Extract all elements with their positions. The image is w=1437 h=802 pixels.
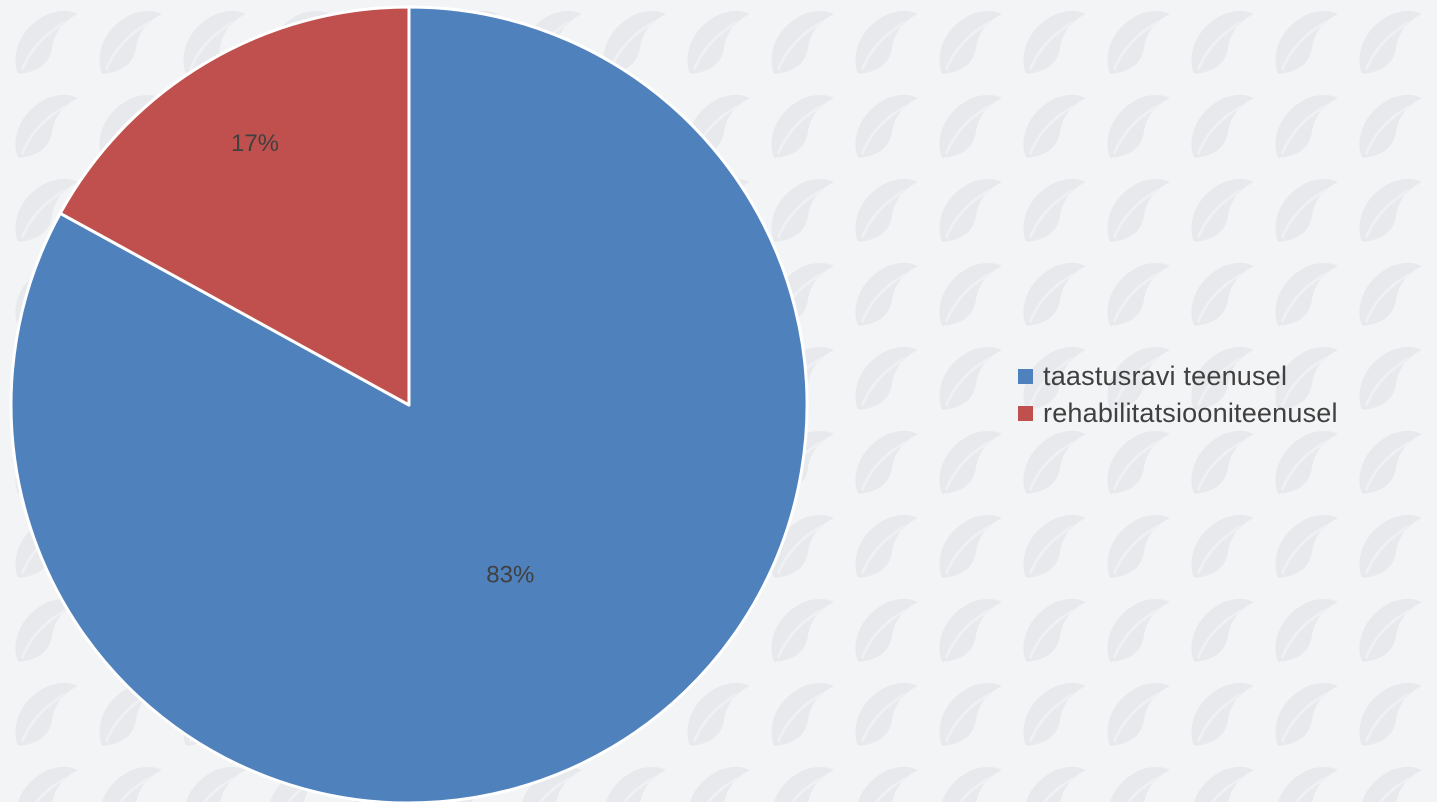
pie-slice-taastusravi — [9, 5, 809, 802]
legend-label: rehabilitatsiooniteenusel — [1043, 398, 1338, 428]
legend-swatch-blue — [1018, 369, 1033, 384]
pie-slices — [9, 5, 809, 802]
legend-swatch-red — [1018, 406, 1033, 421]
legend-item-rehabilitatsiooni: rehabilitatsiooniteenusel — [1018, 395, 1338, 432]
legend: taastusravi teenusel rehabilitatsioonite… — [1018, 358, 1338, 432]
pie-slice-rehabilitatsiooni — [58, 5, 411, 407]
pie-data-labels: 83% 17% — [231, 130, 534, 589]
legend-label: taastusravi teenusel — [1043, 361, 1288, 391]
data-label-rehabilitatsiooni: 17% — [231, 130, 279, 157]
legend-item-taastusravi: taastusravi teenusel — [1018, 358, 1338, 395]
data-label-taastusravi: 83% — [486, 562, 534, 589]
